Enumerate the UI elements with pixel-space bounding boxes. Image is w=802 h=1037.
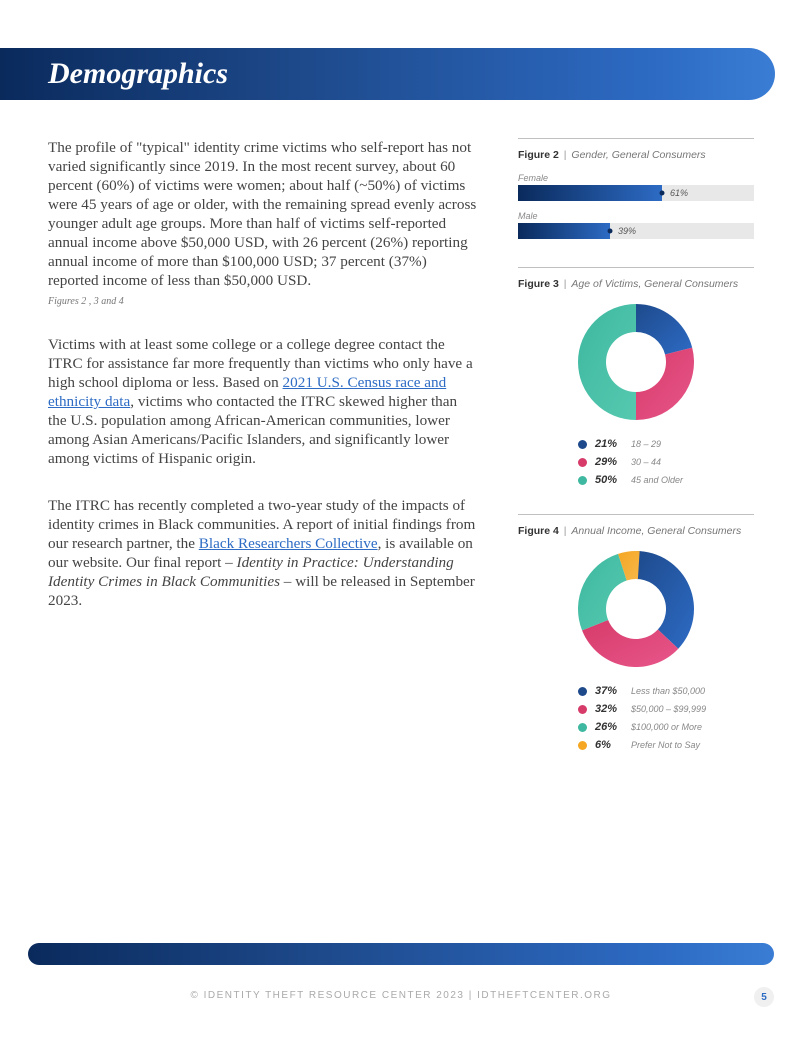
hbar: Male 39% [518,211,754,239]
legend-label: 30 – 44 [631,457,661,467]
page-title: Demographics [48,57,228,91]
fig2-sep: | [564,149,567,161]
fig2-label-bold: Figure 2 [518,149,559,161]
legend-row: 50% 45 and Older [578,474,683,486]
fig4-label-bold: Figure 4 [518,525,559,537]
fig4-label: Figure 4 | Annual Income, General Consum… [518,525,754,537]
paragraph-2: Victims with at least some college or a … [48,335,478,468]
hbar: Female 61% [518,173,754,201]
header-banner: Demographics [0,48,775,100]
legend-label: $50,000 – $99,999 [631,704,706,714]
fig3-label: Figure 3 | Age of Victims, General Consu… [518,278,754,290]
legend-pct: 32% [595,703,623,715]
legend-dot [578,741,587,750]
fig4-label-sub: Annual Income, General Consumers [571,525,741,537]
hbar-fill [518,223,610,239]
figure-4: Figure 4 | Annual Income, General Consum… [518,514,754,751]
legend-row: 6% Prefer Not to Say [578,739,700,751]
fig3-sep: | [564,278,567,290]
main-content: The profile of "typical" identity crime … [48,138,754,779]
hbar-track: 39% [518,223,754,239]
hbar-marker [659,191,664,196]
legend-dot [578,476,587,485]
donut-segment [578,304,636,420]
figure-caption: Figures 2 , 3 and 4 [48,296,478,307]
donut-segment [636,551,694,649]
legend-dot [578,440,587,449]
fig3-legend: 21% 18 – 29 29% 30 – 44 50% 45 and Older [578,438,754,486]
legend-label: 45 and Older [631,475,683,485]
legend-pct: 37% [595,685,623,697]
charts-column: Figure 2 | Gender, General Consumers Fem… [518,138,754,779]
figure-3: Figure 3 | Age of Victims, General Consu… [518,267,754,486]
hbar-label: Female [518,173,754,183]
hbar-fill [518,185,662,201]
legend-row: 32% $50,000 – $99,999 [578,703,706,715]
fig2-bars: Female 61% Male 39% [518,173,754,239]
legend-pct: 29% [595,456,623,468]
legend-row: 21% 18 – 29 [578,438,661,450]
legend-pct: 6% [595,739,623,751]
fig4-sep: | [564,525,567,537]
legend-dot [578,458,587,467]
legend-row: 26% $100,000 or More [578,721,702,733]
hbar-value: 61% [670,188,688,198]
legend-row: 37% Less than $50,000 [578,685,705,697]
donut-segment [578,554,627,631]
legend-pct: 26% [595,721,623,733]
hbar-value: 39% [618,226,636,236]
legend-dot [578,723,587,732]
footer-bar [28,943,774,965]
fig2-label: Figure 2 | Gender, General Consumers [518,149,754,161]
fig3-donut [518,302,754,422]
donut-segment [636,304,692,355]
legend-label: 18 – 29 [631,439,661,449]
fig3-label-sub: Age of Victims, General Consumers [571,278,738,290]
fig2-label-sub: Gender, General Consumers [571,149,705,161]
hbar-marker [608,229,613,234]
legend-dot [578,705,587,714]
legend-dot [578,687,587,696]
paragraph-3: The ITRC has recently completed a two-ye… [48,496,478,610]
fig4-legend: 37% Less than $50,000 32% $50,000 – $99,999… [578,685,754,751]
legend-pct: 21% [595,438,623,450]
page-number: 5 [754,987,774,1007]
figure-2: Figure 2 | Gender, General Consumers Fem… [518,138,754,239]
legend-row: 29% 30 – 44 [578,456,661,468]
brc-link[interactable]: Black Researchers Collective [199,535,378,552]
text-column: The profile of "typical" identity crime … [48,138,478,779]
donut-segment [636,348,694,420]
legend-label: Less than $50,000 [631,686,705,696]
legend-pct: 50% [595,474,623,486]
fig4-donut [518,549,754,669]
hbar-label: Male [518,211,754,221]
footer-text: © IDENTITY THEFT RESOURCE CENTER 2023 | … [0,990,802,1001]
hbar-track: 61% [518,185,754,201]
paragraph-1: The profile of "typical" identity crime … [48,138,478,290]
legend-label: $100,000 or More [631,722,702,732]
legend-label: Prefer Not to Say [631,740,700,750]
fig3-label-bold: Figure 3 [518,278,559,290]
